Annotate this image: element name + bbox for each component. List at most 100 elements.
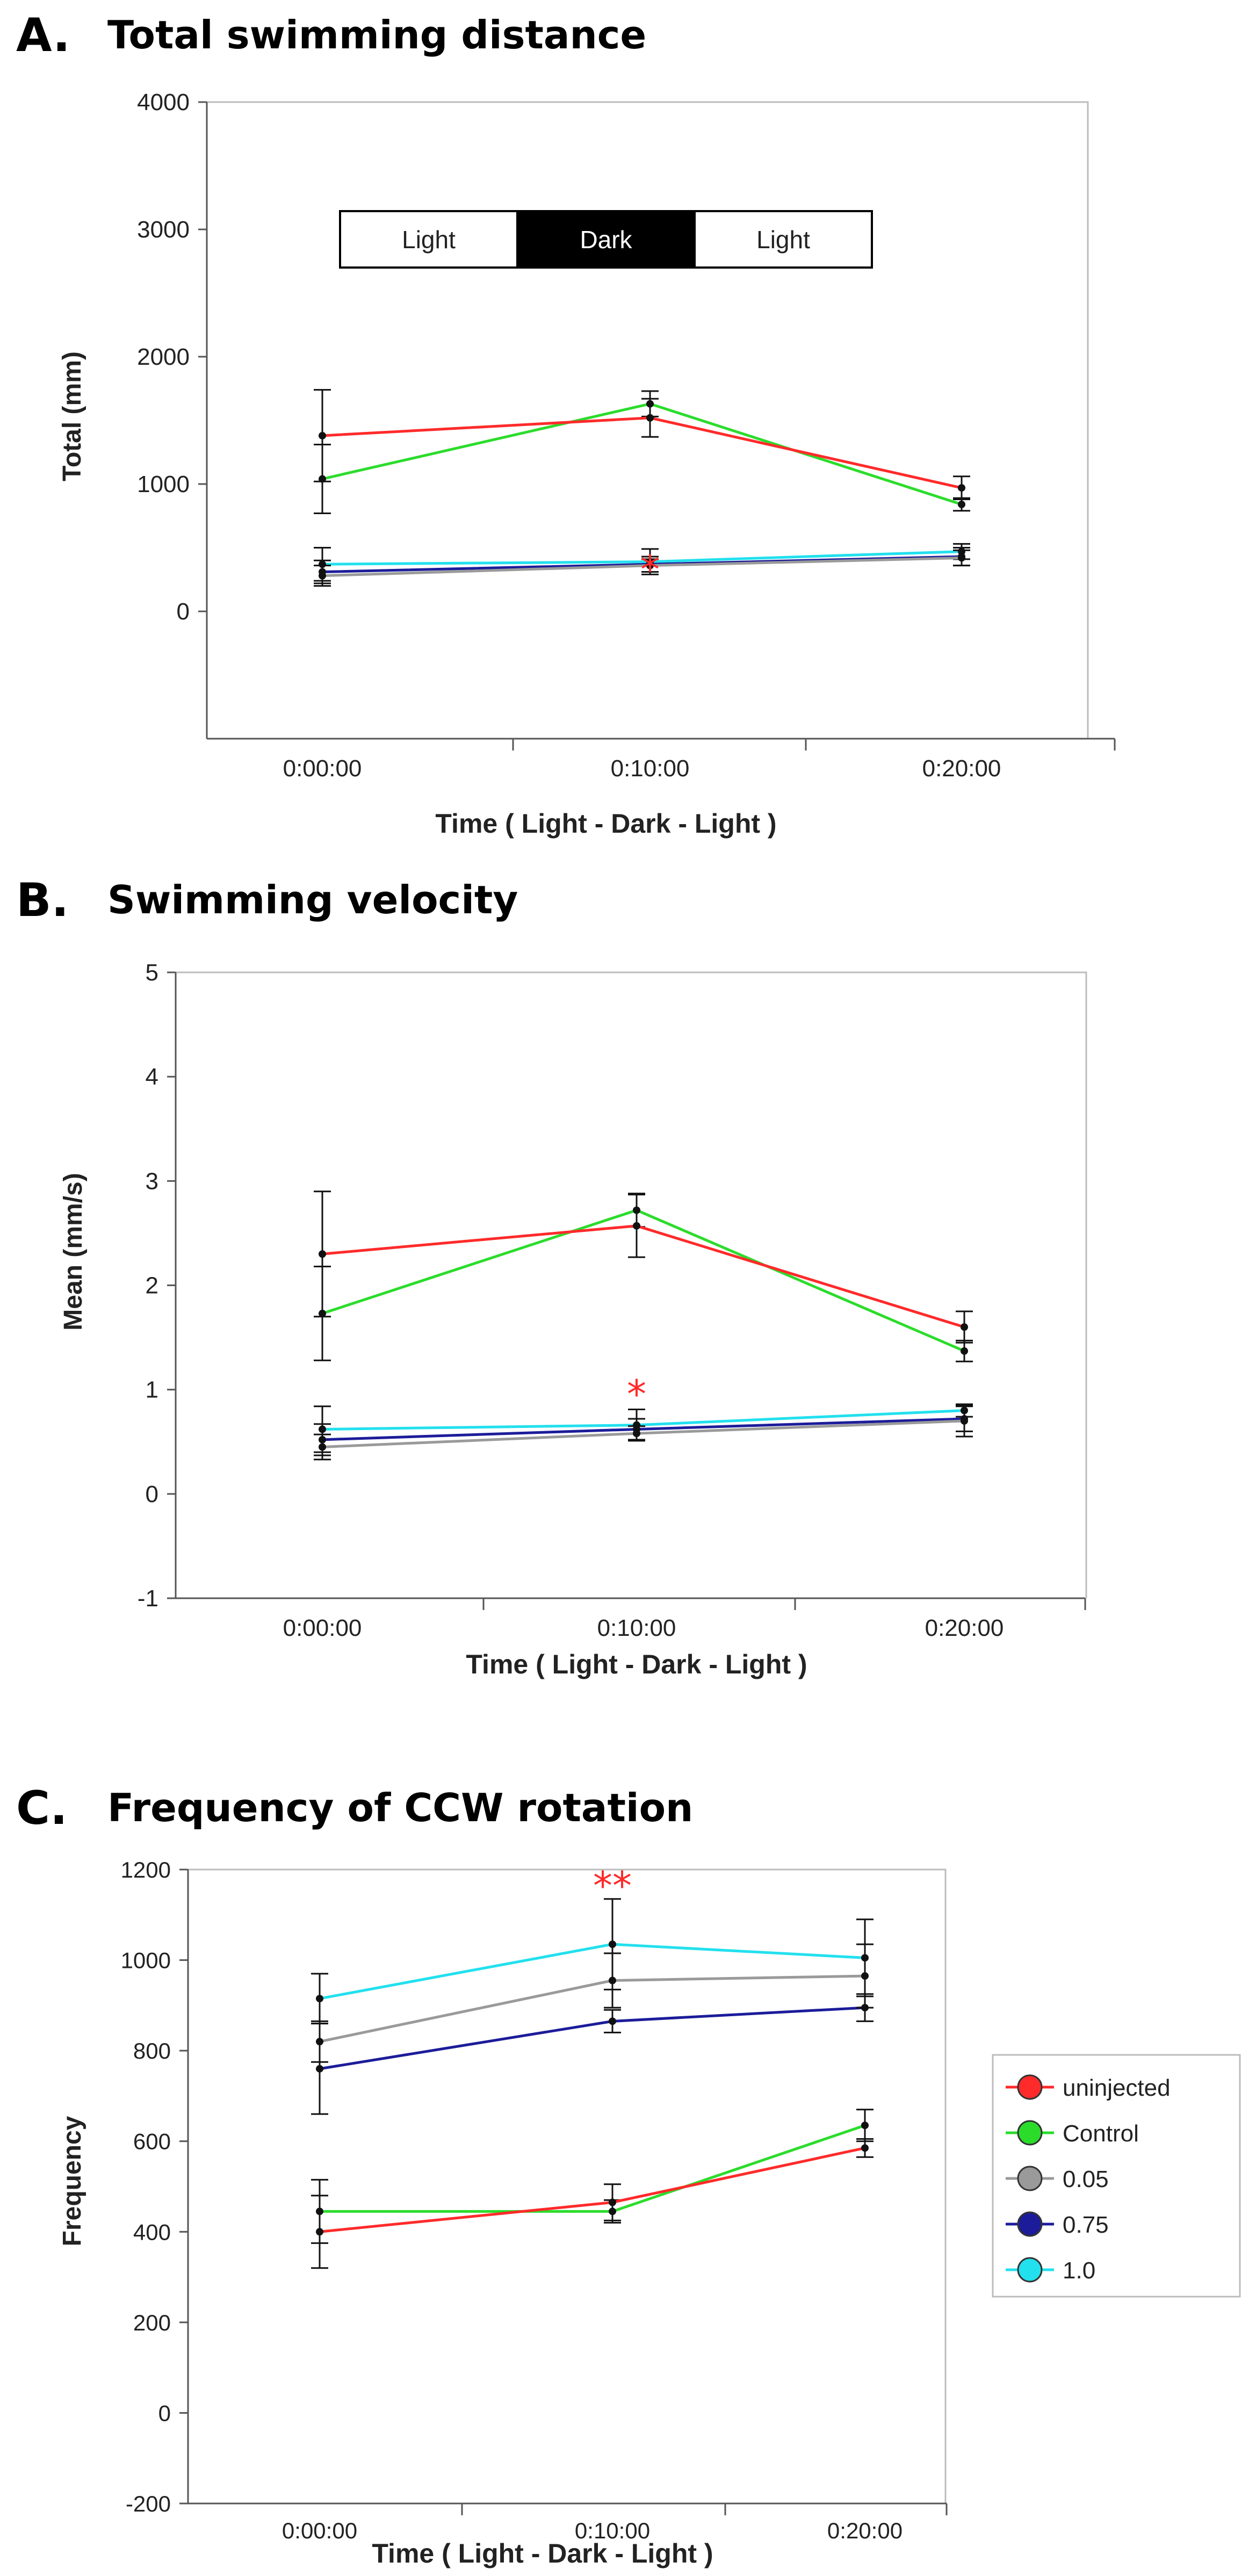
data-point	[609, 1940, 616, 1949]
y-tick-label: 200	[133, 2310, 171, 2335]
y-tick-label: 0	[177, 598, 190, 625]
y-tick-label: 0	[146, 1481, 158, 1507]
data-point	[609, 2198, 616, 2206]
series-line	[320, 2124, 865, 2213]
legend-marker	[1017, 2120, 1043, 2146]
x-axis-title: Time ( Light - Dark - Light )	[466, 1649, 807, 1679]
data-point	[633, 1222, 640, 1230]
light-period-box	[694, 210, 873, 269]
plot-frame	[207, 101, 1089, 739]
legend-label: 0.05	[1063, 2166, 1109, 2192]
data-point	[958, 484, 965, 492]
x-tick-label: 0:20:00	[922, 755, 1001, 782]
light-label: Light	[756, 226, 810, 254]
x-tick-label: 0:20:00	[827, 2518, 903, 2543]
data-point	[316, 1995, 323, 2003]
y-tick-label: 400	[133, 2219, 171, 2245]
data-point	[319, 1250, 326, 1258]
x-tick-label: 0:10:00	[597, 1615, 676, 1641]
panel-b-title: Swimming velocity	[107, 877, 518, 922]
data-point	[961, 1347, 968, 1355]
y-tick-label: 1	[146, 1377, 158, 1403]
light-dark-bar: Light Dark Light	[339, 210, 873, 269]
legend-marker	[1017, 2211, 1043, 2237]
legend: uninjected Control 0.05 0.75 1.0	[992, 2054, 1241, 2298]
x-tick-label: 0:20:00	[925, 1615, 1004, 1641]
x-tick-label: 0:10:00	[611, 755, 690, 782]
legend-label: uninjected	[1063, 2075, 1171, 2101]
y-tick-label: 1200	[121, 1857, 171, 1882]
data-point	[319, 572, 326, 580]
y-tick-label: 5	[146, 959, 158, 986]
plot-frame	[176, 971, 1087, 1598]
data-point	[861, 1972, 869, 1980]
y-tick-label: 1000	[121, 1948, 171, 1973]
data-point	[319, 1443, 326, 1451]
data-point	[646, 561, 654, 569]
data-point	[316, 2228, 323, 2236]
significance-marker: **	[593, 1863, 632, 1908]
y-tick-label: 600	[133, 2129, 171, 2154]
data-point	[646, 414, 654, 422]
series-line	[322, 1209, 965, 1353]
light-label: Light	[402, 226, 456, 254]
data-point	[958, 500, 965, 508]
panel-b: B. Swimming velocity Time ( Light - Dark…	[16, 874, 1087, 1679]
series-line	[319, 1974, 865, 2043]
y-tick-label: 1000	[137, 471, 190, 497]
x-axis-title: Time ( Light - Dark - Light )	[435, 809, 776, 839]
data-point	[958, 554, 965, 562]
legend-label: Control	[1063, 2120, 1139, 2147]
legend-label: 1.0	[1063, 2257, 1095, 2284]
legend-label: 0.75	[1063, 2212, 1109, 2238]
y-tick-label: -1	[138, 1585, 158, 1612]
panel-b-letter: B.	[16, 874, 69, 927]
data-point	[316, 2065, 323, 2073]
y-axis-title: Mean (mm/s)	[59, 1173, 88, 1330]
data-point	[609, 1976, 616, 1985]
series-line	[319, 2006, 865, 2070]
series-line	[319, 1943, 865, 2000]
y-tick-label: 3000	[137, 217, 190, 243]
panel-c: C. Frequency of CCW rotation Time ( Ligh…	[16, 1781, 948, 2568]
y-tick-label: -200	[126, 2491, 171, 2516]
y-tick-label: 2	[146, 1273, 158, 1299]
panel-a-letter: A.	[16, 9, 70, 62]
y-tick-label: 800	[133, 2038, 171, 2063]
data-point	[961, 1417, 968, 1425]
data-point	[319, 431, 326, 439]
legend-marker	[1017, 2257, 1043, 2283]
y-tick-label: 0	[158, 2400, 171, 2426]
y-tick-label: 2000	[137, 344, 190, 370]
plot-frame	[188, 1868, 947, 2503]
data-point	[609, 2017, 616, 2025]
x-tick-label: 0:00:00	[282, 2518, 357, 2543]
data-point	[961, 1323, 968, 1331]
significance-marker: *	[640, 547, 660, 592]
series-line	[322, 416, 962, 489]
series-line	[322, 1224, 965, 1329]
data-point	[633, 1430, 640, 1438]
panel-a: A. Total swimming distance Light Dark Li…	[16, 9, 1116, 839]
light-period-box	[339, 210, 518, 269]
dark-period-box	[516, 210, 696, 269]
dark-label: Dark	[580, 226, 632, 254]
x-axis-title: Time ( Light - Dark - Light )	[372, 2538, 713, 2568]
x-tick-label: 0:10:00	[575, 2518, 650, 2543]
series-line	[319, 2146, 865, 2233]
y-tick-label: 3	[146, 1168, 158, 1194]
y-tick-label: 4000	[137, 89, 190, 116]
panel-c-letter: C.	[16, 1781, 68, 1835]
y-axis-title: Frequency	[58, 2116, 86, 2246]
data-point	[861, 2122, 869, 2130]
x-tick-label: 0:00:00	[283, 1615, 362, 1641]
y-tick-label: 4	[146, 1064, 158, 1090]
data-point	[861, 2144, 869, 2152]
x-tick-label: 0:00:00	[283, 755, 362, 782]
significance-marker: *	[627, 1372, 646, 1417]
data-point	[316, 2038, 323, 2046]
panel-c-title: Frequency of CCW rotation	[107, 1785, 693, 1830]
legend-marker	[1017, 2166, 1043, 2191]
legend-marker	[1017, 2074, 1043, 2100]
